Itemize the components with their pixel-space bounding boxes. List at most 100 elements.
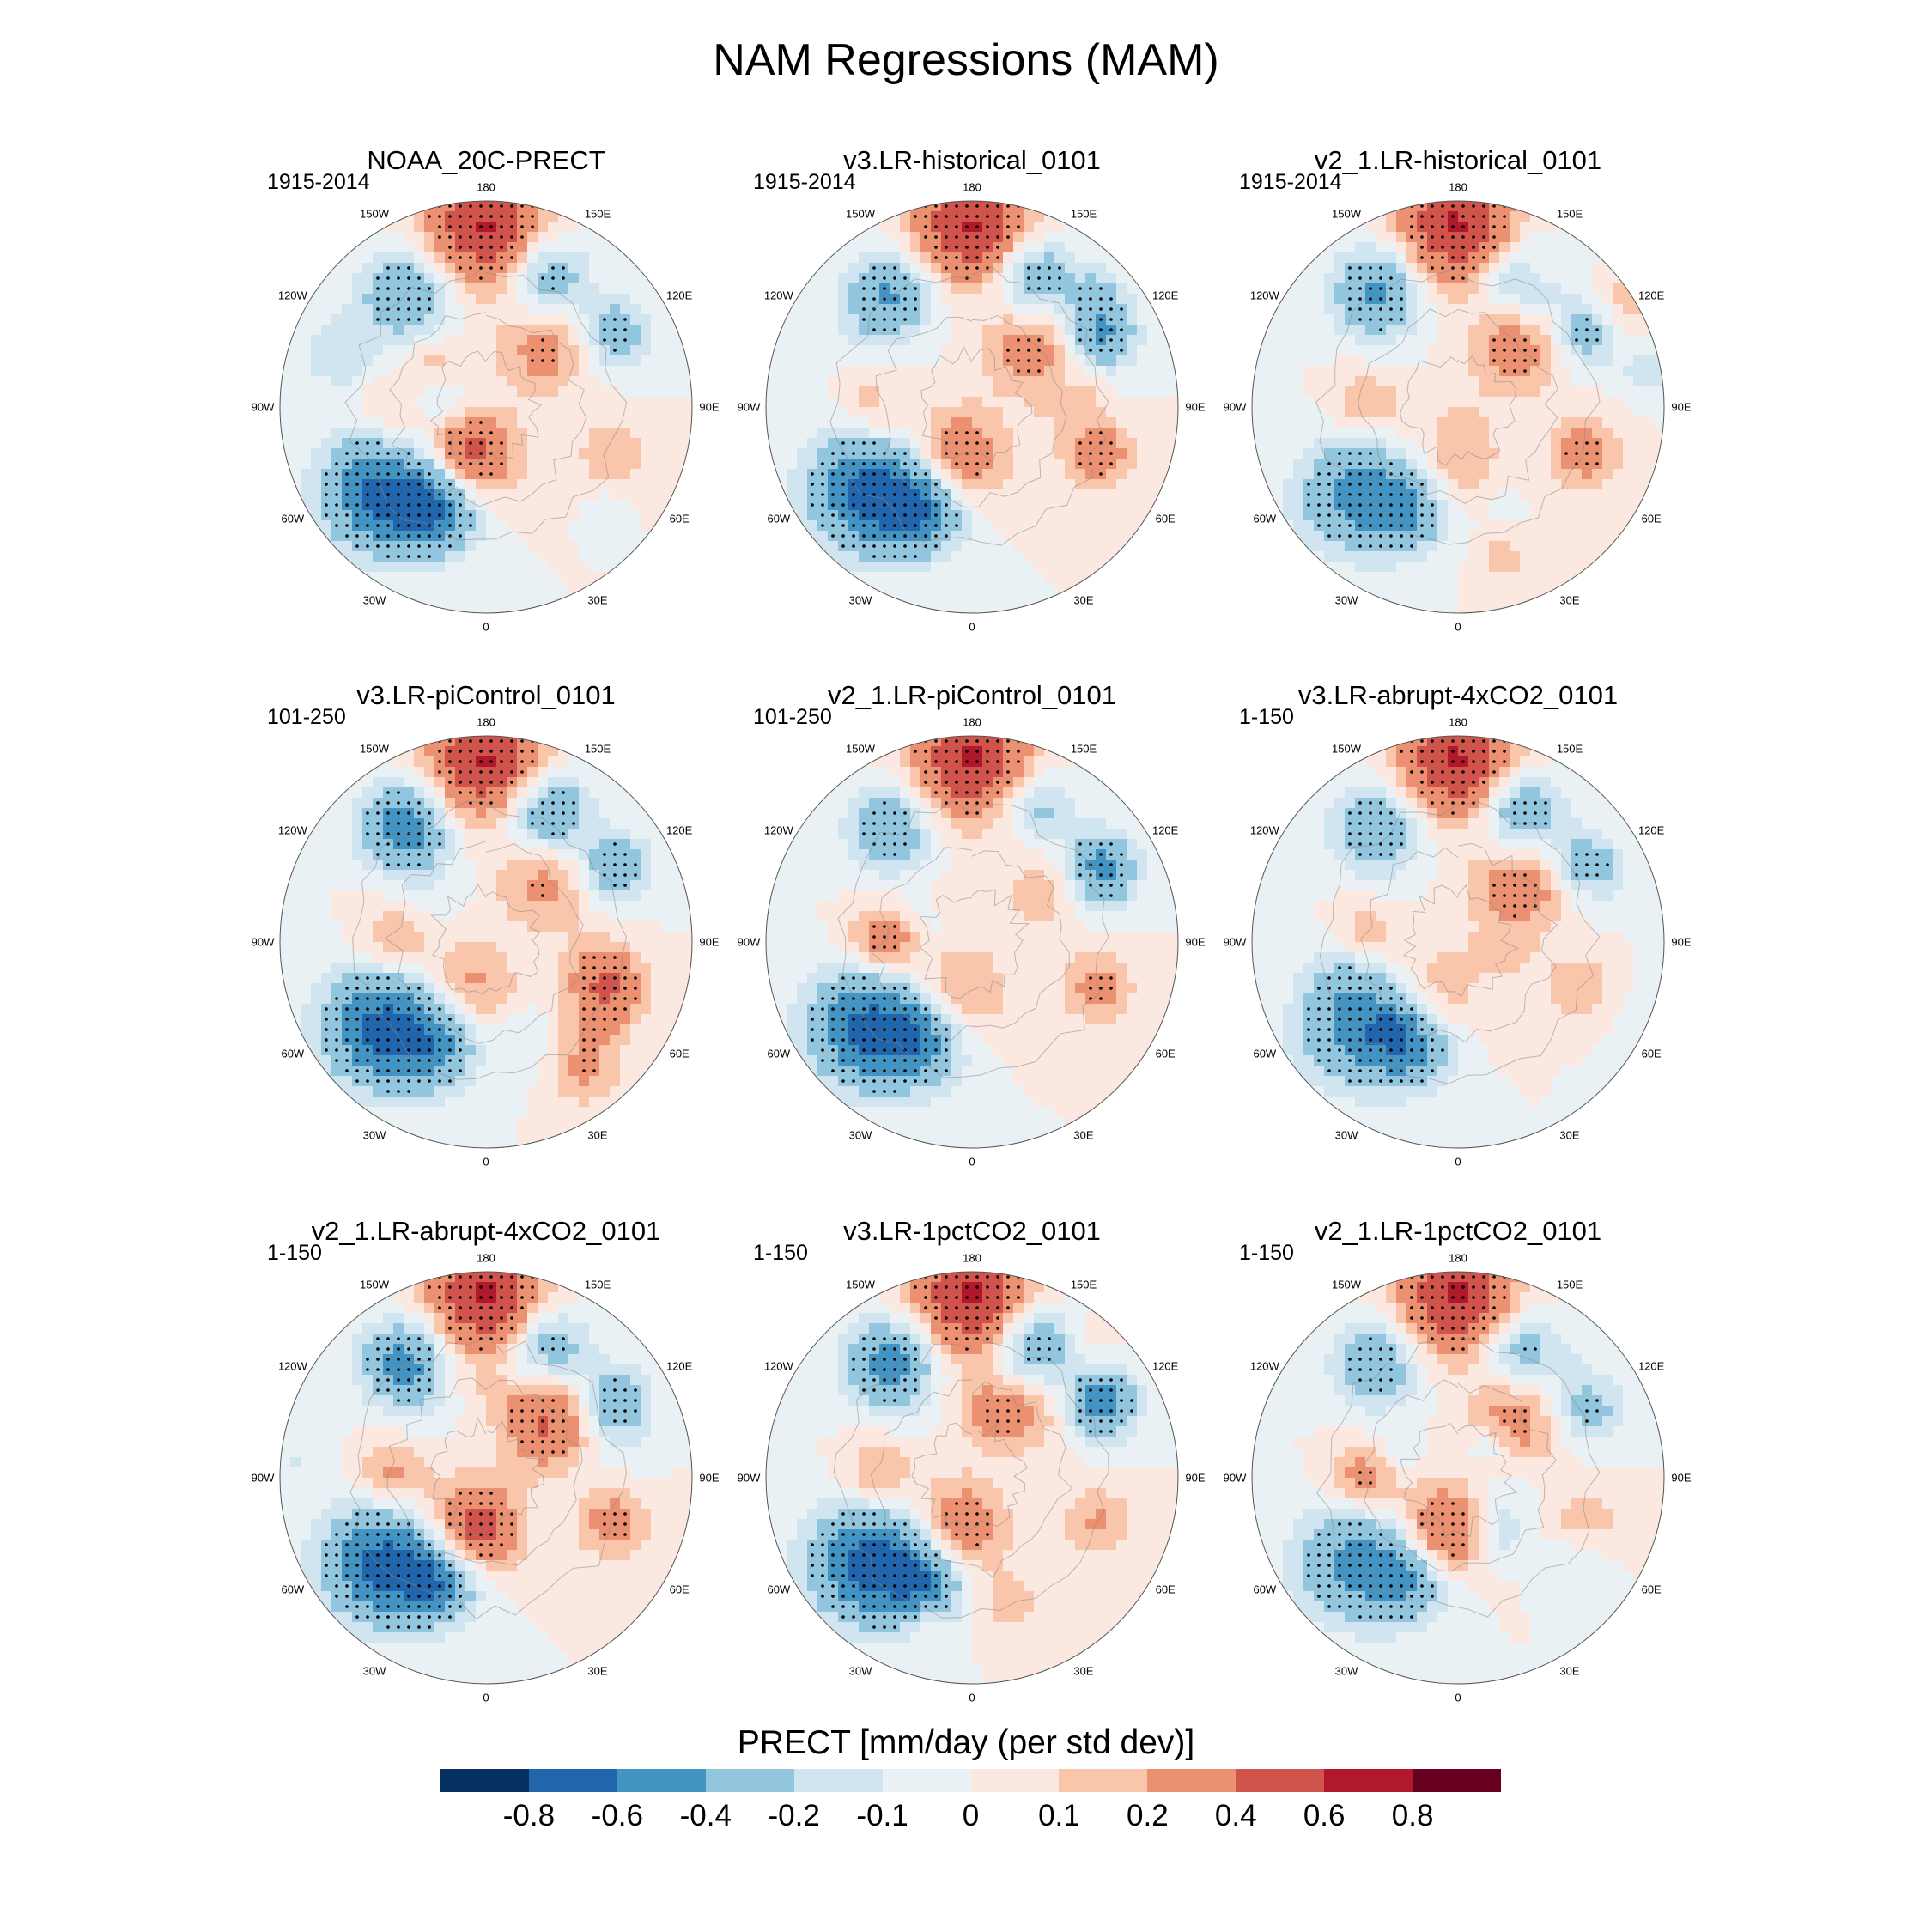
field-cell — [548, 211, 559, 222]
field-cell — [682, 376, 692, 387]
significance-dot — [1492, 246, 1496, 249]
field-cell — [1520, 469, 1531, 480]
field-cell — [1437, 603, 1449, 613]
field-cell — [1262, 428, 1273, 439]
field-cell — [311, 397, 322, 408]
longitude-label: 120E — [1637, 289, 1665, 302]
significance-dot — [821, 503, 824, 507]
significance-dot — [1400, 472, 1403, 476]
field-cell — [797, 448, 808, 459]
field-cell — [1479, 520, 1490, 532]
field-cell — [1334, 541, 1346, 552]
field-cell — [879, 417, 890, 428]
field-cell — [838, 417, 849, 428]
field-cell — [1468, 304, 1479, 315]
field-cell — [1085, 386, 1097, 398]
field-cell — [1085, 366, 1097, 377]
significance-dot — [448, 513, 452, 517]
field-cell — [1044, 428, 1055, 439]
field-cell — [682, 397, 692, 408]
field-cell — [1075, 489, 1086, 501]
field-cell — [342, 366, 353, 377]
field-cell — [538, 582, 549, 593]
field-cell — [1396, 551, 1407, 562]
significance-dot — [1089, 338, 1092, 342]
field-cell — [1417, 366, 1428, 377]
field-cell — [1417, 283, 1428, 295]
field-cell — [920, 252, 932, 264]
field-cell — [599, 531, 611, 542]
field-cell — [1376, 428, 1387, 439]
field-cell — [1065, 448, 1076, 459]
field-cell — [599, 500, 611, 511]
field-cell — [568, 756, 580, 768]
field-cell — [1085, 469, 1097, 480]
field-cell — [1417, 603, 1428, 613]
field-cell — [766, 438, 777, 449]
significance-dot — [903, 318, 907, 321]
field-cell — [455, 294, 466, 305]
field-cell — [1096, 397, 1107, 408]
field-cell — [1283, 304, 1294, 315]
field-cell — [838, 263, 849, 274]
field-cell — [1324, 263, 1335, 274]
field-cell — [1561, 531, 1572, 542]
field-cell — [1127, 469, 1138, 480]
field-cell — [476, 376, 487, 387]
field-cell — [1510, 572, 1521, 583]
longitude-label: 120W — [763, 289, 793, 302]
field-cell — [1571, 562, 1583, 573]
field-cell — [1365, 376, 1376, 387]
field-cell — [589, 500, 600, 511]
field-cell — [290, 345, 301, 356]
field-cell — [1065, 252, 1076, 264]
field-cell — [848, 283, 860, 295]
field-cell — [579, 294, 590, 305]
field-cell — [496, 325, 507, 336]
significance-dot — [376, 462, 380, 465]
field-cell — [1499, 397, 1510, 408]
field-cell — [1013, 314, 1024, 325]
field-cell — [301, 479, 312, 490]
field-cell — [1468, 366, 1479, 377]
field-cell — [1448, 314, 1459, 325]
significance-dot — [1027, 287, 1030, 290]
significance-dot — [1327, 493, 1331, 496]
field-cell — [910, 438, 921, 449]
field-cell — [1561, 294, 1572, 305]
panel-period: 1915-2014 — [267, 170, 370, 194]
field-cell — [548, 551, 559, 562]
field-cell — [931, 582, 942, 593]
field-cell — [1054, 572, 1066, 583]
field-cell — [1561, 283, 1572, 295]
field-cell — [352, 314, 363, 325]
field-cell — [787, 438, 798, 449]
field-cell — [393, 366, 404, 377]
field-cell — [972, 345, 983, 356]
field-cell — [1468, 551, 1479, 562]
field-cell — [1479, 541, 1490, 552]
field-cell — [1406, 325, 1418, 336]
field-cell — [373, 756, 384, 768]
field-cell — [548, 603, 559, 613]
field-cell — [1116, 294, 1127, 305]
field-cell — [797, 417, 808, 428]
field-cell — [311, 510, 322, 521]
field-cell — [610, 438, 621, 449]
field-cell — [1448, 407, 1459, 418]
field-cell — [982, 582, 993, 593]
significance-dot — [965, 225, 969, 228]
significance-dot — [407, 452, 410, 455]
significance-dot — [903, 472, 907, 476]
significance-dot — [1338, 493, 1341, 496]
field-cell — [1592, 314, 1603, 325]
field-cell — [527, 386, 538, 398]
field-cell — [342, 376, 353, 387]
field-cell — [879, 428, 890, 439]
significance-dot — [355, 524, 359, 527]
field-cell — [776, 376, 787, 387]
field-cell — [1054, 531, 1066, 542]
significance-dot — [1400, 287, 1403, 290]
significance-dot — [841, 544, 845, 548]
field-cell — [910, 386, 921, 398]
